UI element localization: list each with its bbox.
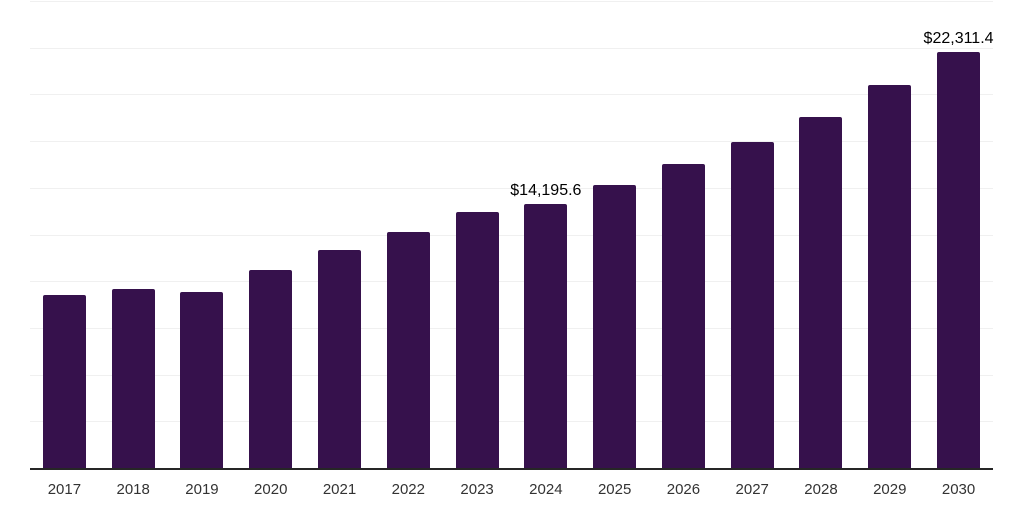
bar-slot [374,2,443,469]
x-tick-label: 2019 [185,481,219,498]
gridline [30,141,993,143]
gridline [30,234,993,236]
bar-slot [649,2,718,469]
bar-2022 [386,231,430,469]
x-tick-label: 2018 [116,481,150,498]
x-tick-label: 2023 [460,481,494,498]
bar-2024 [524,203,568,469]
bars: $14,195.6 $22,311.4 [30,2,994,469]
bar-2017 [42,295,86,469]
x-tick-label: 2020 [254,481,288,498]
x-tick-label: 2028 [804,481,838,498]
x-tick-label: 2027 [735,481,769,498]
gridline [30,327,993,329]
bar-slot [168,2,237,469]
bar-2025 [593,185,637,469]
bar-value-label: $14,195.6 [510,181,582,199]
bar-slot [99,2,168,469]
bar-slot [236,2,305,469]
x-tick-label: 2017 [47,481,82,498]
plot-area: $14,195.6 $22,311.4 [30,1,994,470]
gridline [30,47,993,49]
bar-2021 [318,249,362,469]
bar-slot [580,2,649,469]
bar-2019 [180,291,224,469]
x-tick-label: 2025 [597,481,632,498]
bar-value-label: $22,311.4 [923,30,994,48]
bar-slot [855,2,924,469]
bar-slot [718,2,787,469]
bar-2029 [868,85,912,469]
gridline [30,1,993,2]
bar-2023 [455,211,499,469]
gridline [30,281,993,283]
bar-slot: $14,195.6 [510,2,582,469]
x-tick-label: 2024 [529,481,563,498]
gridline [30,374,993,376]
x-tick-label: 2022 [391,481,425,498]
bar-2020 [249,270,293,469]
bar-slot [30,2,99,469]
gridline [30,94,993,96]
x-axis-line [30,468,993,470]
bar-2018 [111,288,155,469]
x-tick-label: 2030 [941,481,976,498]
bar-2027 [730,141,774,469]
x-tick-label: 2029 [873,481,907,498]
gridline [30,187,993,189]
x-axis-labels: 2017 2018 2019 2020 2021 2022 2023 2024 2025 2026… [30,479,993,500]
bar-2026 [661,164,705,469]
x-tick-label: 2021 [322,481,357,498]
bar-slot: $22,311.4 [923,2,994,469]
bar-2030 [937,52,981,469]
bar-slot [443,2,512,469]
gridline [30,421,993,423]
bar-2028 [799,116,843,469]
bar-slot [787,2,856,469]
bar-slot [305,2,374,469]
x-tick-label: 2026 [666,481,701,498]
